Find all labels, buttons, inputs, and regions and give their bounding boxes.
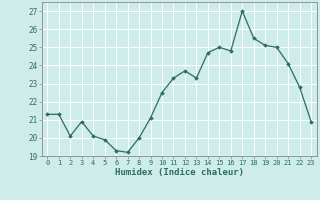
X-axis label: Humidex (Indice chaleur): Humidex (Indice chaleur) xyxy=(115,168,244,177)
